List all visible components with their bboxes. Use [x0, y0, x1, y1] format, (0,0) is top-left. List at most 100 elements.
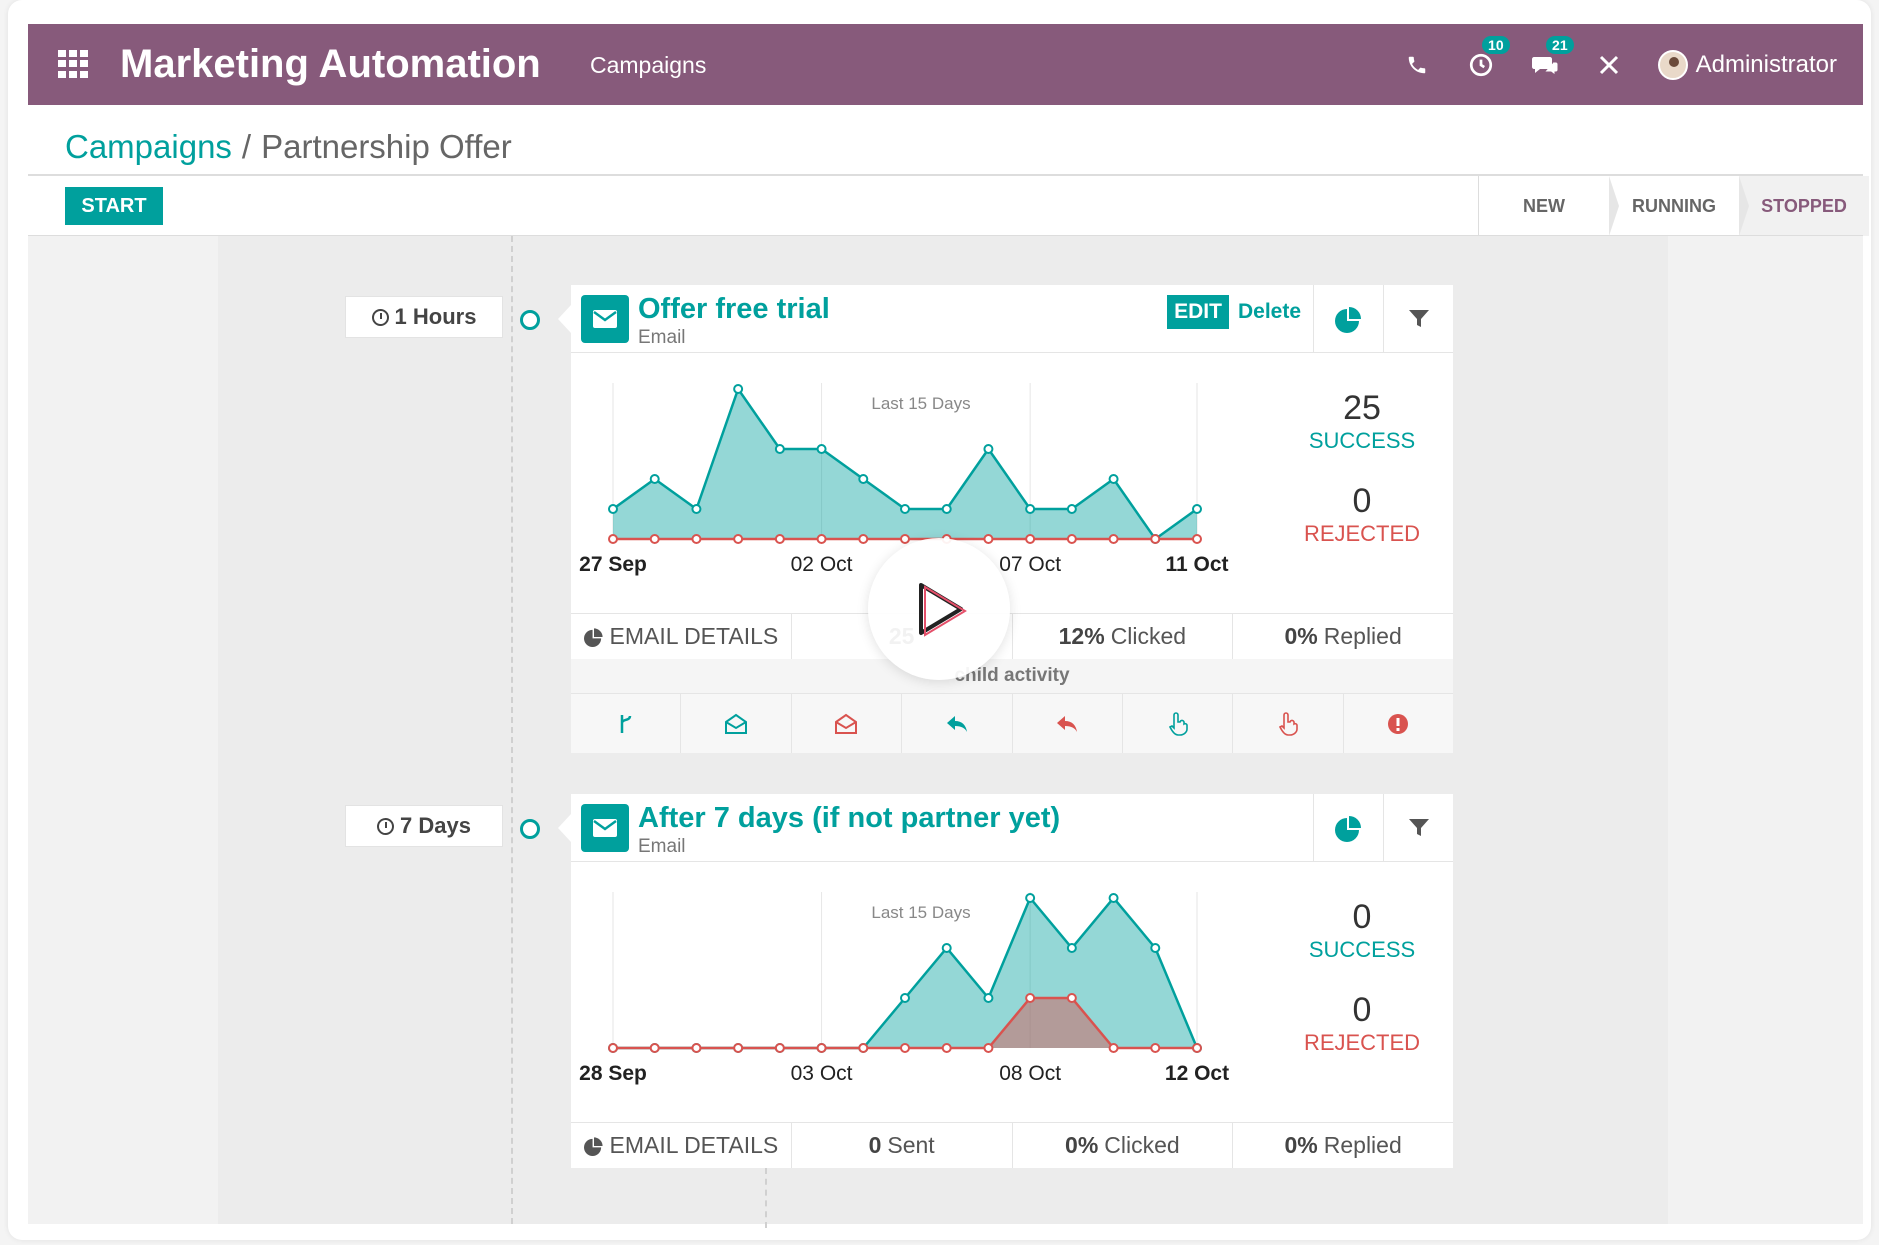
- x-tick-label: 28 Sep: [579, 1062, 647, 1085]
- data-point-success: [1108, 474, 1119, 484]
- filter-button[interactable]: [1383, 285, 1453, 353]
- divider: [28, 235, 1863, 236]
- workflow-timeline: [511, 236, 513, 1224]
- pie-chart-icon: [1334, 307, 1361, 333]
- chart-caption: Last 15 Days: [871, 903, 970, 922]
- activity-card: Offer free trial Email EDIT Delete Last …: [558, 285, 1453, 753]
- activity-chart-svg: Last 15 Days 27 Sep 02 Oct 07 Oct 11 Oct: [579, 383, 1229, 576]
- app-window: Marketing Automation Campaigns 10 21 Adm…: [8, 0, 1871, 1240]
- data-point-rejected: [1192, 1043, 1202, 1053]
- success-label: SUCCESS: [1308, 428, 1416, 453]
- phone-icon[interactable]: [1402, 50, 1432, 80]
- replied-label: Replied: [1323, 1132, 1402, 1158]
- data-point-rejected: [691, 534, 702, 544]
- clicked-stat[interactable]: 12% Clicked: [1011, 614, 1233, 659]
- clicked-value: 0%: [1065, 1132, 1099, 1158]
- child-connector: [765, 1168, 767, 1228]
- email-icon: [581, 804, 629, 852]
- click-icon[interactable]: [1121, 694, 1232, 753]
- not-click-icon[interactable]: [1232, 694, 1342, 753]
- filter-button[interactable]: [1383, 794, 1453, 862]
- activity-footer: EMAIL DETAILS 0 Sent 0% Clicked 0% Replied: [571, 1122, 1453, 1168]
- activity-title[interactable]: After 7 days (if not partner yet): [638, 802, 1061, 834]
- menu-campaigns[interactable]: Campaigns: [590, 52, 707, 78]
- video-play-button[interactable]: [868, 538, 1010, 680]
- data-point-rejected: [1025, 993, 1036, 1003]
- edit-button[interactable]: EDIT: [1167, 295, 1229, 329]
- activity-footer: EMAIL DETAILS 25 12%Clicked 0%Replied: [571, 613, 1453, 659]
- top-navbar: Marketing Automation Campaigns 10 21 Adm…: [28, 24, 1863, 105]
- email-details-label: EMAIL DETAILS: [609, 1132, 779, 1158]
- pie-chart-button[interactable]: [1313, 794, 1383, 862]
- x-tick-label: 02 Oct: [791, 553, 853, 576]
- reply-icon[interactable]: [901, 694, 1011, 753]
- data-point-rejected: [608, 1043, 618, 1053]
- x-tick-label: 11 Oct: [1165, 553, 1228, 576]
- divider: [28, 174, 1863, 176]
- filter-icon: [1408, 310, 1429, 327]
- chart-caption: Last 15 Days: [871, 394, 970, 413]
- x-tick-label: 12 Oct: [1165, 1062, 1229, 1085]
- success-label: SUCCESS: [1308, 937, 1416, 962]
- user-menu[interactable]: Administrator: [1657, 49, 1837, 80]
- add-child-activity[interactable]: child activity: [571, 659, 1453, 693]
- mail-open-icon[interactable]: [680, 694, 790, 753]
- interval-label: 1 Hours: [394, 304, 477, 329]
- filter-icon: [1408, 819, 1429, 836]
- data-point-rejected: [900, 1043, 910, 1053]
- series-area-rejected: [613, 998, 1197, 1048]
- chat-icon[interactable]: 21: [1530, 35, 1574, 80]
- pie-chart-icon: [583, 1136, 603, 1156]
- data-point-rejected: [608, 534, 618, 544]
- start-button[interactable]: START: [65, 187, 163, 225]
- data-point-rejected: [691, 1043, 702, 1053]
- data-point-rejected: [816, 534, 827, 544]
- stage-running[interactable]: RUNNING: [1609, 176, 1749, 236]
- sent-stat[interactable]: 0 Sent: [790, 1123, 1012, 1168]
- data-point-rejected: [858, 1043, 869, 1053]
- delete-link[interactable]: Delete: [1238, 300, 1302, 323]
- activity-chart-svg: Last 15 Days 28 Sep 03 Oct 08 Oct 12 Oct: [579, 892, 1229, 1085]
- timeline-node: [520, 310, 540, 330]
- activity-clock-icon[interactable]: 10: [1466, 35, 1510, 80]
- bounce-icon[interactable]: [1342, 694, 1453, 753]
- success-count: 25: [1343, 389, 1381, 427]
- activity-title[interactable]: Offer free trial: [638, 293, 830, 325]
- data-point-rejected: [733, 534, 744, 544]
- clicked-stat[interactable]: 0% Clicked: [1011, 1123, 1233, 1168]
- replied-stat[interactable]: 0% Replied: [1232, 1123, 1453, 1168]
- stage-new[interactable]: NEW: [1479, 176, 1619, 236]
- pie-chart-button[interactable]: [1313, 285, 1383, 353]
- not-reply-icon[interactable]: [1011, 694, 1122, 753]
- data-point-success: [1025, 504, 1036, 514]
- email-details-button[interactable]: EMAIL DETAILS: [571, 1123, 791, 1168]
- data-point-success: [691, 504, 702, 514]
- mail-not-open-icon[interactable]: [790, 694, 901, 753]
- stage-stopped[interactable]: STOPPED: [1739, 176, 1869, 236]
- x-tick-label: 08 Oct: [999, 1062, 1061, 1085]
- data-point-success: [774, 444, 785, 454]
- activity-header: After 7 days (if not partner yet) Email: [571, 794, 1453, 862]
- breadcrumb-campaigns-link[interactable]: Campaigns: [65, 128, 232, 165]
- navbar-systray: 10 21 Administrator: [1402, 24, 1837, 105]
- sent-value: 0: [868, 1132, 882, 1158]
- data-point-success: [1066, 504, 1077, 514]
- data-point-rejected: [733, 1043, 744, 1053]
- replied-stat[interactable]: 0% Replied: [1232, 614, 1453, 659]
- data-point-rejected: [1108, 534, 1119, 544]
- child-trigger-bar: [571, 693, 1453, 753]
- branch-icon[interactable]: [571, 694, 680, 753]
- email-details-button[interactable]: EMAIL DETAILS: [571, 614, 791, 659]
- data-point-rejected: [816, 1043, 827, 1053]
- data-point-rejected: [1025, 534, 1036, 544]
- data-point-rejected: [1066, 534, 1077, 544]
- interval-badge: 7 Days: [345, 805, 503, 847]
- debug-tools-icon[interactable]: [1594, 50, 1624, 80]
- pie-chart-icon: [583, 627, 603, 647]
- rejected-label: REJECTED: [1303, 1030, 1421, 1055]
- apps-menu-icon[interactable]: [58, 50, 88, 78]
- avatar: [1657, 49, 1688, 80]
- data-point-success: [1150, 943, 1161, 953]
- activity-header: Offer free trial Email EDIT Delete: [571, 285, 1453, 353]
- data-point-success: [1192, 504, 1202, 514]
